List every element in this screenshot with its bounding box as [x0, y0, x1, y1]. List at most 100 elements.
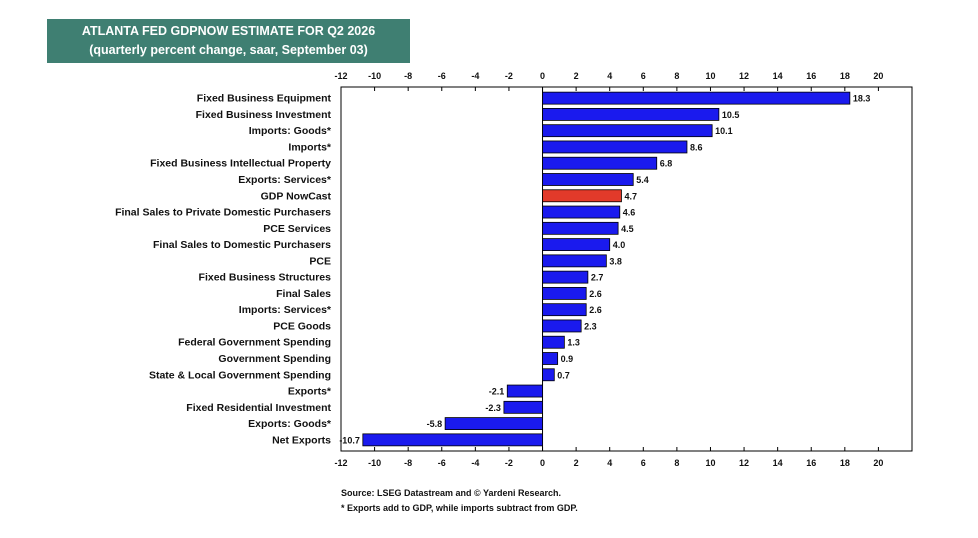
chart-subtitle: (quarterly percent change, saar, Septemb…: [89, 43, 368, 57]
bar: [542, 140, 688, 154]
category-label: Exports*: [288, 386, 332, 398]
bar: [542, 156, 658, 170]
value-label: -2.1: [489, 387, 505, 397]
x-tick-label-top: -6: [438, 71, 446, 81]
value-label: -10.7: [339, 435, 360, 445]
value-label: 10.1: [715, 126, 733, 136]
bar: [542, 91, 851, 105]
category-label: PCE: [309, 255, 331, 267]
x-tick-label-bottom: -6: [438, 458, 446, 468]
value-label: 10.5: [722, 110, 740, 120]
x-tick-label-top: -4: [471, 71, 479, 81]
x-tick-label-bottom: 18: [840, 458, 850, 468]
x-tick-label-bottom: 4: [607, 458, 612, 468]
category-label: PCE Goods: [273, 320, 331, 332]
value-label: 6.8: [660, 159, 673, 169]
value-label: 2.6: [589, 305, 602, 315]
x-tick-label-top: 4: [607, 71, 612, 81]
x-tick-label-top: 18: [840, 71, 850, 81]
category-label: Government Spending: [218, 353, 331, 365]
value-label: 8.6: [690, 142, 703, 152]
bar: [542, 221, 619, 235]
bar: [542, 319, 582, 333]
category-label: PCE Services: [263, 223, 331, 235]
x-tick-label-bottom: 0: [540, 458, 545, 468]
x-tick-label-bottom: 8: [674, 458, 679, 468]
category-label: Fixed Business Intellectual Property: [150, 158, 331, 170]
bar: [444, 417, 543, 430]
value-label: 5.4: [636, 175, 649, 185]
source-note: Source: LSEG Datastream and © Yardeni Re…: [341, 488, 562, 498]
x-tick-label-bottom: -4: [471, 458, 479, 468]
value-label: -2.3: [485, 403, 501, 413]
value-label: 2.7: [591, 273, 604, 283]
x-tick-label-bottom: 20: [873, 458, 883, 468]
category-label: Exports: Goods*: [248, 418, 332, 430]
value-label: 4.5: [621, 224, 634, 234]
value-label: 1.3: [567, 338, 580, 348]
x-tick-label-top: -12: [334, 71, 347, 81]
category-label: State & Local Government Spending: [149, 369, 331, 381]
value-label: 4.7: [624, 191, 637, 201]
x-tick-label-top: 2: [574, 71, 579, 81]
bar: [542, 189, 622, 203]
chart-title: ATLANTA FED GDPNOW ESTIMATE FOR Q2 2026: [81, 24, 376, 38]
value-label: 4.6: [623, 208, 636, 218]
category-label: Exports: Services*: [238, 174, 332, 186]
bar: [542, 124, 713, 138]
x-tick-label-bottom: 12: [739, 458, 749, 468]
value-label: 2.3: [584, 321, 597, 331]
category-label: Fixed Residential Investment: [186, 402, 331, 414]
x-tick-label-top: 6: [641, 71, 646, 81]
footnote: * Exports add to GDP, while imports subt…: [341, 503, 578, 513]
x-tick-label-top: 0: [540, 71, 545, 81]
category-label: Final Sales to Domestic Purchasers: [153, 239, 331, 251]
value-label: 0.9: [561, 354, 574, 364]
value-label: 0.7: [557, 370, 570, 380]
x-tick-label-bottom: 14: [773, 458, 783, 468]
x-tick-label-bottom: -10: [368, 458, 381, 468]
x-tick-label-bottom: 6: [641, 458, 646, 468]
bar: [506, 384, 543, 398]
category-label: GDP NowCast: [261, 190, 332, 202]
value-label: 2.6: [589, 289, 602, 299]
bar: [542, 287, 587, 300]
bar: [542, 270, 589, 284]
x-tick-label-top: 16: [806, 71, 816, 81]
value-label: 4.0: [613, 240, 626, 250]
category-label: Final Sales to Private Domestic Purchase…: [115, 207, 331, 219]
bar: [542, 238, 611, 251]
chart-title-box: ATLANTA FED GDPNOW ESTIMATE FOR Q2 2026 …: [47, 19, 410, 63]
x-tick-label-top: 10: [705, 71, 715, 81]
category-label: Net Exports: [272, 434, 331, 446]
value-label: -5.8: [427, 419, 443, 429]
x-tick-label-top: -10: [368, 71, 381, 81]
category-label: Final Sales: [276, 288, 331, 300]
bar: [542, 205, 621, 219]
bar: [542, 352, 559, 365]
x-tick-label-top: 20: [873, 71, 883, 81]
bar: [542, 335, 565, 349]
x-tick-label-bottom: 10: [705, 458, 715, 468]
bar: [542, 173, 634, 186]
value-label: 3.8: [609, 256, 622, 266]
x-tick-label-top: -2: [505, 71, 513, 81]
category-label: Fixed Business Equipment: [197, 93, 332, 105]
bar: [542, 303, 587, 317]
x-tick-label-top: 14: [773, 71, 783, 81]
category-label: Fixed Business Structures: [199, 272, 332, 284]
x-tick-label-top: -8: [404, 71, 412, 81]
x-tick-label-bottom: -2: [505, 458, 513, 468]
plot-frame: [340, 86, 913, 452]
x-tick-label-bottom: 2: [574, 458, 579, 468]
category-label: Imports: Goods*: [249, 125, 332, 137]
x-tick-label-bottom: -12: [334, 458, 347, 468]
bar: [542, 368, 555, 382]
bar: [362, 433, 543, 447]
bar: [542, 108, 720, 121]
category-label: Imports: Services*: [239, 304, 332, 316]
x-tick-label-bottom: -8: [404, 458, 412, 468]
category-label: Fixed Business Investment: [196, 109, 332, 121]
x-tick-label-top: 8: [674, 71, 679, 81]
